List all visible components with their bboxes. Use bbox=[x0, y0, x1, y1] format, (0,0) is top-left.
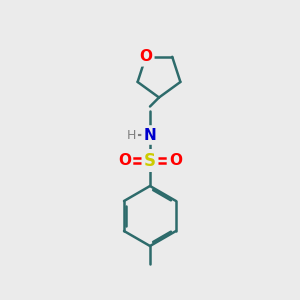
Text: H: H bbox=[127, 128, 136, 142]
Text: O: O bbox=[169, 153, 182, 168]
Text: O: O bbox=[139, 49, 152, 64]
Text: S: S bbox=[144, 152, 156, 169]
Text: O: O bbox=[118, 153, 131, 168]
Text: N: N bbox=[144, 128, 156, 142]
